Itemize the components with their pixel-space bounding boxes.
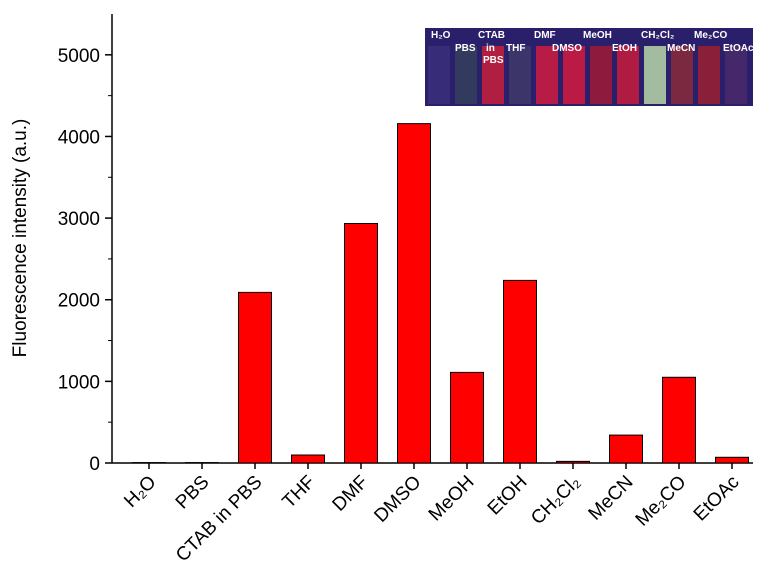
bar [239,292,272,463]
bar [557,461,590,463]
inset-label: EtOH [612,43,637,54]
inset-label: H₂O [431,30,451,41]
bar [292,455,325,463]
inset-label: CTAB [478,30,505,41]
x-tick-label: Me₂CO [632,472,691,531]
y-tick-label: 3000 [58,209,100,230]
x-tick-label: MeOH [425,472,479,526]
bar [610,435,643,463]
inset-label: THF [506,43,525,54]
bar [451,372,484,463]
inset-label: PBS [483,55,504,66]
x-tick-label: CH₂Cl₂ [527,472,584,529]
x-tick-label: MeCN [585,472,638,525]
bar [716,457,749,463]
inset-label: Me₂CO [694,30,728,41]
vial [644,46,666,104]
x-tick-label: THF [279,472,320,513]
inset-label: DMSO [552,43,582,54]
y-tick-label: 5000 [58,46,100,67]
x-tick-label: H₂O [120,472,160,512]
vial [536,46,558,104]
inset-label: DMF [534,30,556,41]
x-tick-label: DMSO [370,472,425,527]
bar [398,124,431,463]
y-tick-label: 0 [89,454,100,475]
bar [504,280,537,463]
inset-label: PBS [455,43,476,54]
x-tick-label: DMF [329,472,373,516]
inset-label: CH₂Cl₂ [641,30,674,41]
y-tick-label: 2000 [58,291,100,312]
x-tick-label: EtOH [484,472,532,520]
x-tick-label: PBS [172,472,214,514]
bar [663,377,696,463]
vial [455,46,477,104]
vial [563,46,585,104]
inset-label: EtOAc [723,43,754,54]
y-tick-label: 4000 [58,127,100,148]
vial [671,46,693,104]
inset-label: MeOH [583,30,612,41]
y-axis-label: Fluorescence intensity (a.u.) [10,119,31,358]
x-tick-label: EtOAc [690,472,744,526]
vial [725,46,747,104]
y-tick-label: 1000 [58,372,100,393]
vial [617,46,639,104]
vial [509,46,531,104]
inset-photo: H₂OPBSCTABinPBSTHFDMFDMSOMeOHEtOHCH₂Cl₂M… [425,28,754,106]
vial [590,46,612,104]
inset-label: MeCN [667,43,695,54]
inset-label: in [486,43,495,54]
vial [428,46,450,104]
vial [698,46,720,104]
bar [345,223,378,463]
